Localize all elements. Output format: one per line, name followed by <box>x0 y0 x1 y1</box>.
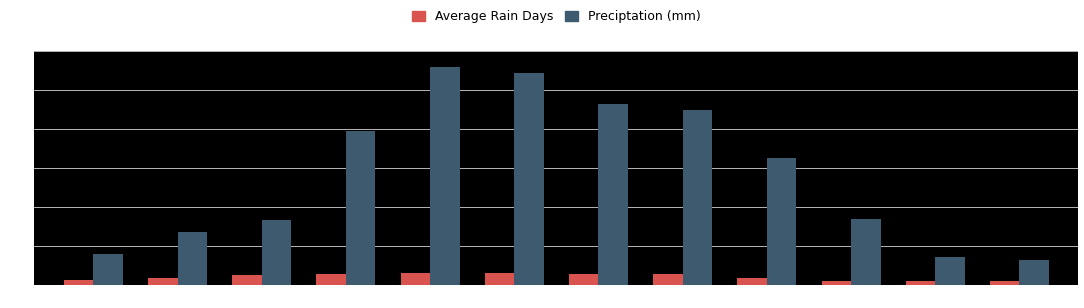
Bar <box>737 278 766 285</box>
Bar <box>935 257 965 285</box>
Bar <box>514 73 544 285</box>
Bar <box>401 273 430 285</box>
Bar <box>485 273 514 285</box>
Bar <box>569 274 598 285</box>
Bar <box>232 275 261 285</box>
Bar <box>683 110 712 285</box>
Bar <box>64 280 93 285</box>
Bar <box>906 282 935 285</box>
Legend: Average Rain Days, Preciptation (mm): Average Rain Days, Preciptation (mm) <box>409 6 705 27</box>
Bar <box>822 281 851 285</box>
Bar <box>851 219 880 285</box>
Bar <box>346 131 375 285</box>
Bar <box>261 220 292 285</box>
Bar <box>766 158 797 285</box>
Bar <box>317 274 346 285</box>
Bar <box>178 232 207 285</box>
Bar <box>990 282 1019 285</box>
Bar <box>1019 260 1049 285</box>
Bar <box>654 274 683 285</box>
Bar <box>598 104 628 285</box>
Bar <box>93 253 122 285</box>
Bar <box>430 67 460 285</box>
Bar <box>149 278 178 285</box>
